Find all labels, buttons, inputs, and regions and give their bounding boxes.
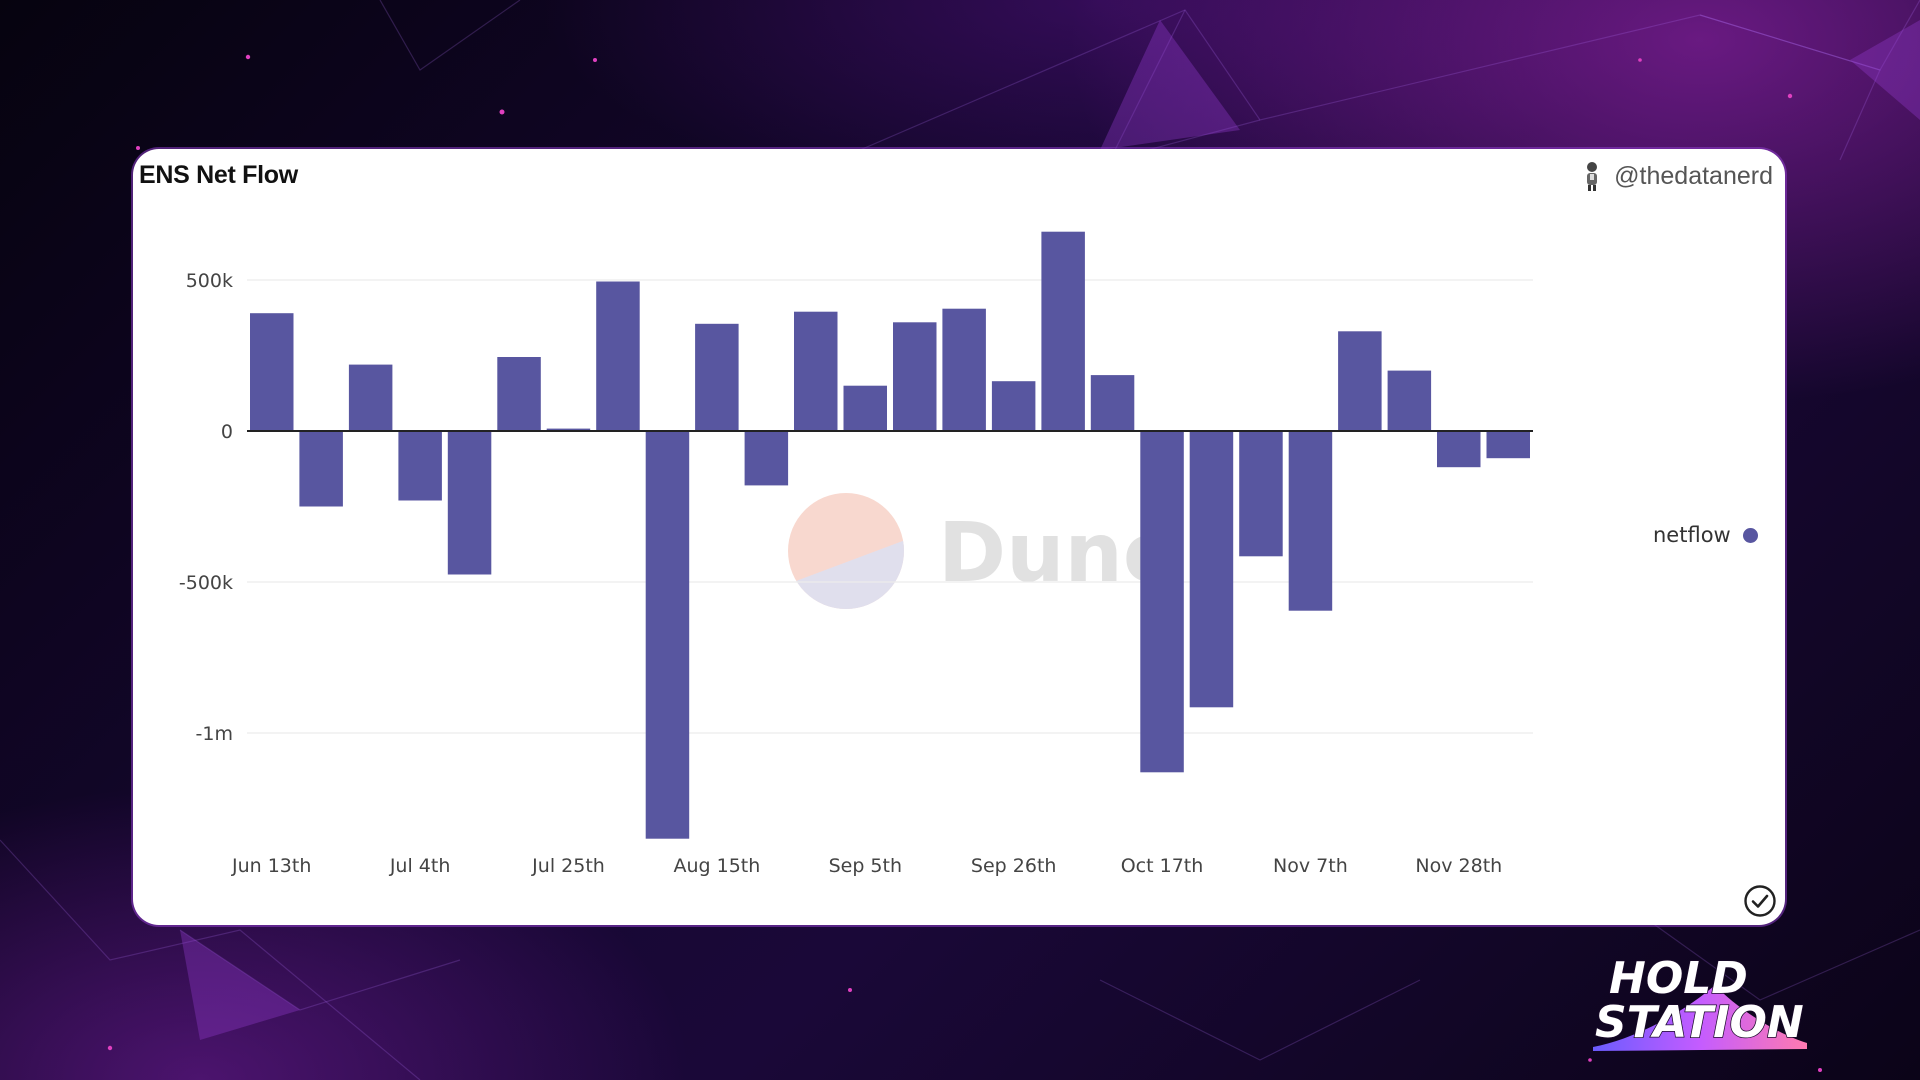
- bar[interactable]: [1437, 431, 1481, 468]
- bar[interactable]: [645, 431, 690, 839]
- author-byline[interactable]: @thedatanerd: [1584, 161, 1773, 191]
- y-tick-label: 0: [221, 421, 233, 443]
- holdstation-logo: HOLD STATION: [1593, 952, 1807, 1051]
- x-tick-label: Jul 4th: [389, 855, 451, 877]
- person-avatar-icon: [1587, 162, 1598, 191]
- bar[interactable]: [1140, 431, 1184, 773]
- bar[interactable]: [1090, 375, 1135, 431]
- x-tick-label: Jun 13th: [231, 855, 311, 877]
- y-tick-label: -500k: [179, 572, 233, 594]
- author-handle[interactable]: @thedatanerd: [1614, 161, 1773, 190]
- netflow-bar-chart: 500k 0 -500k -1m Jun 13th Jul 4th Jul 25th Aug …: [179, 231, 1533, 877]
- y-tick-label: 500k: [186, 270, 233, 292]
- bar[interactable]: [596, 281, 640, 432]
- check-circle-icon[interactable]: [1743, 884, 1777, 918]
- bar[interactable]: [794, 311, 838, 431]
- bar[interactable]: [1338, 331, 1382, 431]
- x-tick-label: Oct 17th: [1121, 855, 1204, 877]
- logo-line-1: HOLD: [1609, 953, 1748, 1004]
- chart-title: ENS Net Flow: [139, 161, 298, 189]
- bar[interactable]: [1189, 431, 1234, 708]
- bar[interactable]: [695, 323, 739, 431]
- logo-line-2: STATION: [1595, 997, 1804, 1048]
- x-tick-label: Sep 26th: [971, 855, 1057, 877]
- bar[interactable]: [250, 313, 294, 431]
- legend-label: netflow: [1653, 523, 1731, 547]
- bar[interactable]: [398, 431, 442, 501]
- bar[interactable]: [1387, 370, 1432, 431]
- chart-card: ENS Net Flow @thedatanerd Dune 500k 0 -500…: [133, 149, 1785, 925]
- bar[interactable]: [447, 431, 492, 575]
- bar[interactable]: [1041, 231, 1085, 431]
- bar[interactable]: [991, 381, 1036, 431]
- bar[interactable]: [299, 431, 343, 507]
- bar[interactable]: [348, 364, 393, 431]
- bar[interactable]: [942, 308, 986, 431]
- bar[interactable]: [893, 322, 937, 431]
- bar[interactable]: [1288, 431, 1333, 611]
- x-tick-label: Jul 25th: [531, 855, 605, 877]
- bar[interactable]: [497, 357, 541, 431]
- chart-legend[interactable]: netflow: [1653, 523, 1758, 547]
- bar[interactable]: [1486, 431, 1531, 459]
- bar[interactable]: [744, 431, 789, 486]
- legend-swatch: [1742, 527, 1758, 543]
- watermark-text: Dune: [938, 506, 1148, 601]
- bar[interactable]: [1239, 431, 1283, 557]
- x-tick-label: Nov 28th: [1415, 855, 1502, 877]
- y-tick-label: -1m: [196, 723, 233, 745]
- x-tick-label: Sep 5th: [829, 855, 902, 877]
- bar[interactable]: [843, 385, 888, 431]
- x-tick-label: Nov 7th: [1273, 855, 1348, 877]
- dune-watermark: Dune: [788, 493, 1148, 609]
- bar[interactable]: [546, 428, 591, 431]
- x-tick-label: Aug 15th: [673, 855, 760, 877]
